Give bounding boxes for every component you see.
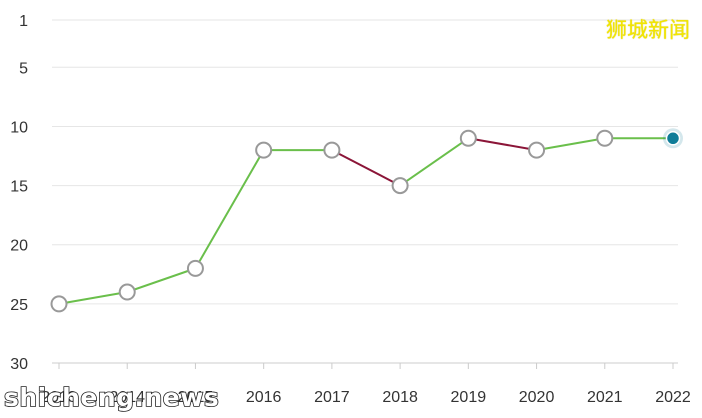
line-segment: [126, 267, 197, 294]
line-segment: [467, 137, 538, 152]
line-segment: [194, 149, 265, 270]
line-segment: [399, 137, 470, 187]
x-tick-label: 2021: [587, 389, 623, 406]
data-point: [459, 129, 477, 147]
data-point: [391, 177, 409, 195]
y-tick-label: 30: [10, 356, 28, 373]
x-tick-label: 2015: [178, 389, 214, 406]
data-point: [255, 141, 273, 159]
line-segment: [535, 137, 606, 152]
line-segment: [58, 291, 129, 305]
y-tick-label: 20: [10, 238, 28, 255]
x-tick-label: 2014: [109, 389, 145, 406]
watermark-bottom-left: shicheng.news: [3, 382, 220, 413]
y-tick-label: 1: [19, 13, 28, 30]
x-tick-label: 2013: [41, 389, 77, 406]
y-tick-label: 5: [19, 60, 28, 77]
x-tick-label: 2022: [655, 389, 691, 406]
data-point: [118, 283, 136, 301]
x-tick-label: 2018: [382, 389, 418, 406]
data-point: [528, 141, 546, 159]
watermark-top-right: 狮城新闻: [606, 18, 690, 42]
y-tick-label: 10: [10, 119, 28, 136]
data-point: [323, 141, 341, 159]
y-tick-label: 25: [10, 297, 28, 314]
data-point: [596, 129, 614, 147]
data-point-highlighted: [665, 131, 681, 146]
data-point: [50, 295, 68, 313]
x-tick-label: 2017: [314, 389, 350, 406]
x-tick-label: 2019: [451, 389, 487, 406]
x-tick-label: 2016: [246, 389, 282, 406]
y-tick-label: 15: [10, 179, 28, 196]
data-point: [186, 259, 204, 277]
x-tick-label: 2020: [519, 389, 555, 406]
line-segment: [330, 149, 402, 187]
